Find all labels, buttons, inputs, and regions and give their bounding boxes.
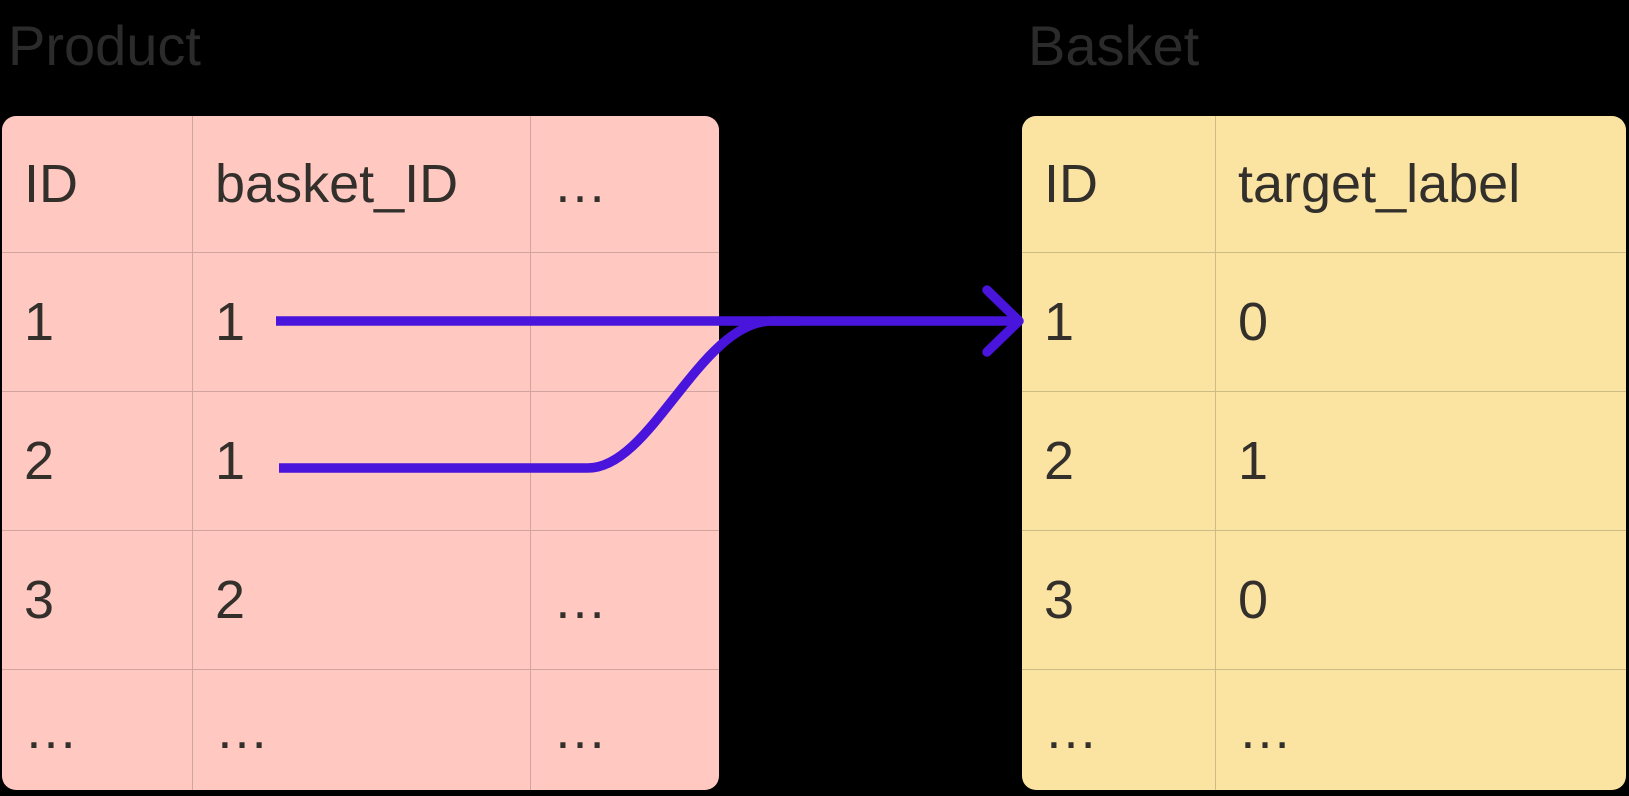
basket-table-title: Basket (1028, 14, 1200, 77)
product-cell-r4-basket-id: … (192, 669, 530, 790)
basket-cell-r3-target-label: 0 (1215, 530, 1626, 669)
product-table-title: Product (8, 14, 201, 77)
product-cell-r3-basket-id: 2 (192, 530, 530, 669)
product-cell-r3-extra: … (530, 530, 719, 669)
product-header-ellipsis: … (530, 116, 719, 252)
product-table: ID basket_ID … 1 1 2 1 3 2 … … … … (2, 116, 719, 790)
product-header-basket-id: basket_ID (192, 116, 530, 252)
product-header-id: ID (24, 154, 78, 214)
basket-table: ID target_label 1 0 2 1 3 0 … … (1022, 116, 1626, 790)
basket-cell-r2-target-label: 1 (1215, 391, 1626, 530)
basket-cell-r3-id: 3 (1022, 530, 1215, 669)
arrow-head (982, 285, 1024, 357)
basket-cell-r4-id: … (1022, 669, 1215, 790)
basket-cell-r1-id: 1 (1022, 252, 1215, 391)
product-cell-r2-basket-id: 1 (192, 391, 530, 530)
product-cell-r2-id: 2 (2, 391, 192, 530)
basket-header-target-label: target_label (1215, 116, 1626, 252)
product-cell-r3-id: 3 (2, 530, 192, 669)
product-cell-r1-extra (530, 252, 719, 391)
basket-cell-r2-id: 2 (1022, 391, 1215, 530)
basket-header-id: ID (1044, 154, 1098, 214)
product-cell-r1-id: 1 (2, 252, 192, 391)
product-cell-r4-extra: … (530, 669, 719, 790)
product-cell-r4-id: … (2, 669, 192, 790)
basket-cell-r1-target-label: 0 (1215, 252, 1626, 391)
basket-cell-r4-target-label: … (1215, 669, 1626, 790)
product-cell-r2-extra (530, 391, 719, 530)
product-cell-r1-basket-id: 1 (192, 252, 530, 391)
